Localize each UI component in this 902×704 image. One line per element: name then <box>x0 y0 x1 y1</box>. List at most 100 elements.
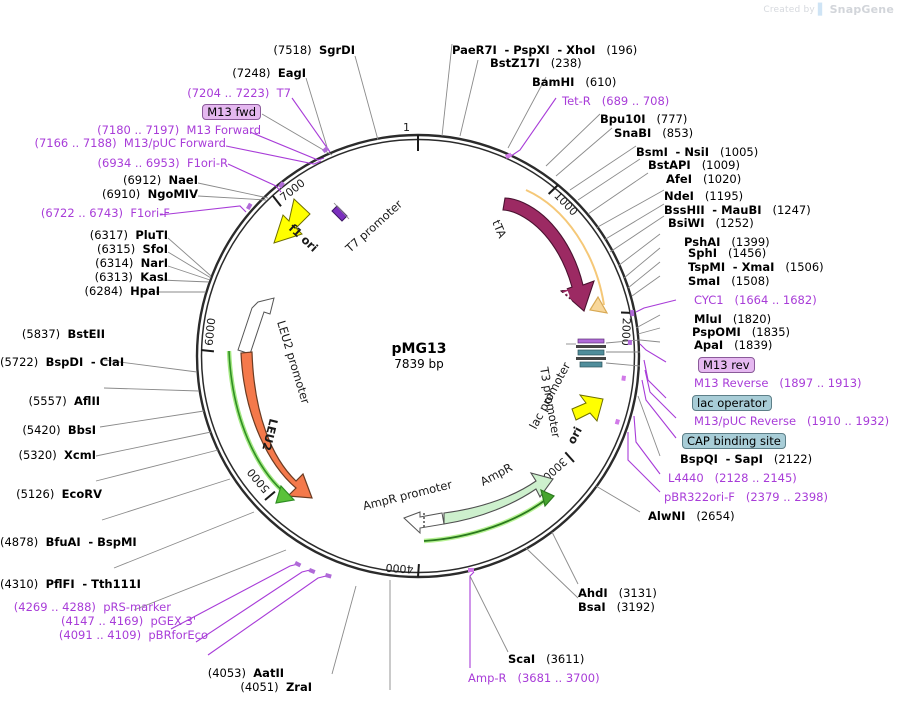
primer-pos: (689 .. 708) <box>601 94 670 108</box>
enzyme-label-bsmi-nsii[interactable]: BsmI - NsiI (1005) <box>636 145 759 159</box>
enzyme-label-tspmi-xmai[interactable]: TspMI - XmaI (1506) <box>688 260 824 274</box>
mcs-feature-cluster[interactable] <box>566 338 641 368</box>
enzyme-pos: (4053) <box>207 666 246 680</box>
primer-label-m13-puc-reverse[interactable]: M13/pUC Reverse (1910 .. 1932) <box>694 415 889 428</box>
enzyme-label-bamhi[interactable]: BamHI (610) <box>532 76 616 89</box>
primer-name: M13/pUC Reverse <box>694 414 797 428</box>
enzyme-pos: (3192) <box>616 600 655 614</box>
enzyme-label-snabi[interactable]: SnaBI (853) <box>614 127 693 140</box>
enzyme-name: HpaI <box>130 284 160 298</box>
enzyme-label-mlui[interactable]: MluI (1820) <box>694 313 771 326</box>
feature-box-cap-binding-site[interactable]: CAP binding site <box>682 433 786 449</box>
enzyme-pos: (1020) <box>702 172 742 186</box>
enzyme-label-alwni[interactable]: AlwNI (2654) <box>648 510 735 523</box>
feature-tta[interactable]: TetR VP1... tTA <box>489 189 609 322</box>
feature-leu2[interactable]: LEU2 <box>226 350 313 504</box>
enzyme-label-ahdi[interactable]: AhdI (3131) <box>578 587 657 600</box>
enzyme-pos: (4310) <box>0 577 39 591</box>
feature-ori[interactable]: ori <box>564 394 604 446</box>
enzyme-label-bsiwi[interactable]: BsiWI (1252) <box>668 217 754 230</box>
enzyme-label-paer7i-pspxi-xhoi[interactable]: PaeR7I - PspXI - XhoI (196) <box>452 43 638 57</box>
enzyme-pos: (5420) <box>22 423 61 437</box>
enzyme-name: EagI <box>277 66 306 80</box>
enzyme-label-pflfi-tth111i[interactable]: (4310) PflFI - Tth111I <box>0 577 141 591</box>
primer-label-f1ori-f[interactable]: (6722 .. 6743) F1ori-F <box>5 207 170 220</box>
enzyme-name-alt: SapI <box>734 452 763 466</box>
enzyme-name: PshAI <box>684 235 721 249</box>
enzyme-label-xcmi[interactable]: (5320) XcmI <box>0 449 96 462</box>
enzyme-label-naei[interactable]: (6912) NaeI <box>35 174 198 187</box>
enzyme-name: KasI <box>140 270 168 284</box>
enzyme-label-smai[interactable]: SmaI (1508) <box>688 275 770 288</box>
primer-label-prs-marker[interactable]: (4269 .. 4288) pRS-marker <box>0 601 171 614</box>
enzyme-pos: (6313) <box>94 270 133 284</box>
feature-box-lac-operator[interactable]: lac operator <box>692 395 772 411</box>
enzyme-label-bstz17i[interactable]: BstZ17I (238) <box>490 57 582 70</box>
primer-label-pbrforeco[interactable]: (4091 .. 4109) pBRforEco <box>0 629 208 642</box>
enzyme-label-pshai[interactable]: PshAI (1399) <box>684 236 770 249</box>
enzyme-label-nari[interactable]: (6314) NarI <box>35 257 168 270</box>
enzyme-pos: (6314) <box>95 256 134 270</box>
enzyme-label-bbsi[interactable]: (5420) BbsI <box>0 424 96 437</box>
primer-label-amp-r[interactable]: Amp-R (3681 .. 3700) <box>468 672 600 685</box>
enzyme-name: NarI <box>140 256 168 270</box>
primer-box-m13-rev[interactable]: M13 rev <box>698 357 755 373</box>
primer-label-tet-r[interactable]: Tet-R (689 .. 708) <box>562 95 669 108</box>
enzyme-label-sphi[interactable]: SphI (1456) <box>688 247 766 260</box>
enzyme-label-pspomi[interactable]: PspOMI (1835) <box>692 326 790 339</box>
primer-pos: (1664 .. 1682) <box>734 293 817 307</box>
enzyme-label-bfuai-bspmi[interactable]: (4878) BfuAI - BspMI <box>0 535 137 549</box>
primer-label-m13-reverse[interactable]: M13 Reverse (1897 .. 1913) <box>694 377 862 390</box>
enzyme-label-pluti[interactable]: (6317) PluTI <box>35 229 168 242</box>
primer-pos: (1897 .. 1913) <box>779 376 862 390</box>
enzyme-label-bsai[interactable]: BsaI (3192) <box>578 601 655 614</box>
enzyme-label-aflii[interactable]: (5557) AflII <box>0 395 100 408</box>
enzyme-label-aatii[interactable]: (4053) AatII <box>180 667 284 680</box>
primer-label-pgex-3[interactable]: (4147 .. 4169) pGEX 3' <box>0 615 196 628</box>
enzyme-label-eagi[interactable]: (7248) EagI <box>95 67 306 80</box>
primer-label-f1ori-r[interactable]: (6934 .. 6953) F1ori-R <box>35 157 228 170</box>
feature-ampr[interactable]: AmpR <box>423 460 555 544</box>
enzyme-pos: (3611) <box>546 652 585 666</box>
enzyme-label-kasi[interactable]: (6313) KasI <box>35 271 168 284</box>
primer-label-m13-puc-forward[interactable]: (7166 .. 7188) M13/pUC Forward <box>5 137 226 150</box>
enzyme-label-bsteii[interactable]: (5837) BstEII <box>5 328 105 341</box>
primer-pos: (2128 .. 2145) <box>714 471 797 485</box>
primer-label-t7[interactable]: (7204 .. 7223) T7 <box>95 87 291 100</box>
enzyme-pos: (6912) <box>122 173 162 187</box>
enzyme-label-bsshii-maubi[interactable]: BssHII - MauBI (1247) <box>664 203 811 217</box>
enzyme-label-bspdi-clai[interactable]: (5722) BspDI - ClaI <box>0 355 125 369</box>
enzyme-pos: (6910) <box>102 187 141 201</box>
primer-pos: (6722 .. 6743) <box>40 206 124 220</box>
primer-box-m13-fwd[interactable]: M13 fwd <box>125 104 261 120</box>
enzyme-label-bstapi[interactable]: BstAPI (1009) <box>648 159 740 172</box>
primer-label-pbr322ori-f[interactable]: pBR322ori-F (2379 .. 2398) <box>664 491 828 504</box>
enzyme-label-sfoi[interactable]: (6315) SfoI <box>35 243 168 256</box>
enzyme-label-zrai[interactable]: (4051) ZraI <box>212 681 312 694</box>
enzyme-label-ndei[interactable]: NdeI (1195) <box>664 190 743 203</box>
enzyme-label-bpu10i[interactable]: Bpu10I (777) <box>600 113 687 126</box>
enzyme-label-ngomiv[interactable]: (6910) NgoMIV <box>35 188 198 201</box>
primer-label-l4440[interactable]: L4440 (2128 .. 2145) <box>668 472 797 485</box>
leader-lines-right <box>441 43 677 513</box>
feature-t7-promoter[interactable]: T7 promoter <box>331 197 405 256</box>
primer-pos: (4269 .. 4288) <box>13 600 96 614</box>
enzyme-label-bspqi-sapi[interactable]: BspQI - SapI (2122) <box>680 452 813 466</box>
enzyme-name: NdeI <box>664 189 694 203</box>
feature-ampr-promoter[interactable]: AmpR promoter <box>361 477 454 535</box>
enzyme-label-ecorv[interactable]: (5126) EcoRV <box>0 488 102 501</box>
enzyme-name: BsiWI <box>668 216 705 230</box>
enzyme-pos: (1506) <box>785 260 824 274</box>
enzyme-label-apai[interactable]: ApaI (1839) <box>694 339 772 352</box>
enzyme-label-hpai[interactable]: (6284) HpaI <box>35 285 160 298</box>
enzyme-label-afei[interactable]: AfeI (1020) <box>666 173 741 186</box>
primer-label-cyc1[interactable]: CYC1 (1664 .. 1682) <box>694 294 817 307</box>
primer-name: M13/pUC Forward <box>123 136 226 150</box>
watermark-brand: SnapGene <box>829 3 894 16</box>
feature-f1-ori[interactable]: f1 ori <box>273 198 321 255</box>
enzyme-label-scai[interactable]: ScaI (3611) <box>508 653 584 666</box>
primer-label-m13-forward[interactable]: (7180 .. 7197) M13 Forward <box>35 124 261 137</box>
enzyme-name: BstEII <box>67 327 105 341</box>
primer-pos: (7204 .. 7223) <box>187 86 270 100</box>
enzyme-label-sgrdi[interactable]: (7518) SgrDI <box>125 44 355 57</box>
